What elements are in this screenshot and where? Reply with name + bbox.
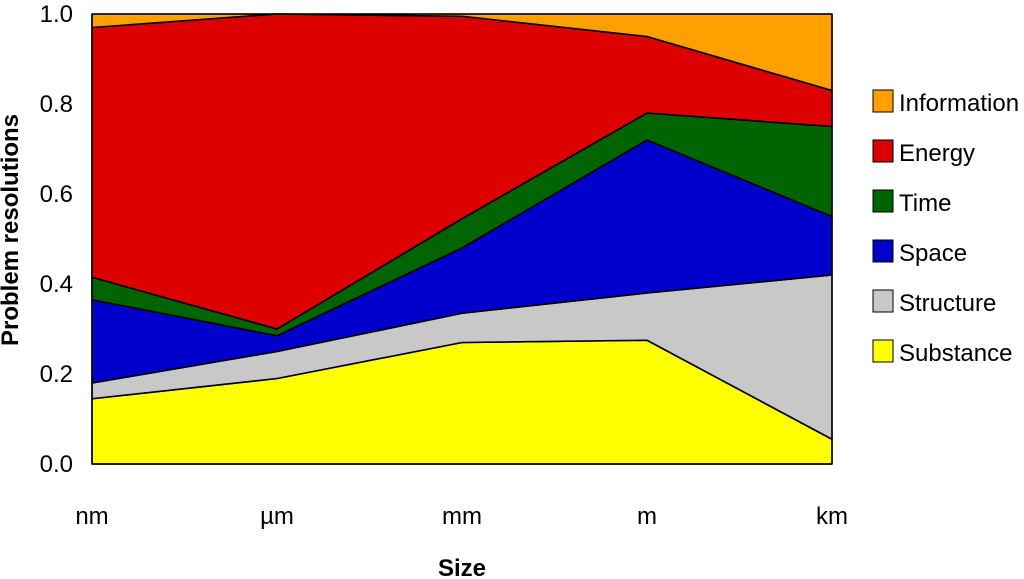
x-tick-label: km	[816, 503, 848, 530]
legend: Information Energy Time Space Structure Subst…	[872, 89, 1019, 367]
y-tick-label: 0.6	[40, 181, 73, 208]
x-tick-label: mm	[442, 503, 482, 530]
legend-label: Space	[899, 240, 967, 267]
legend-swatch	[872, 339, 894, 363]
y-axis-title: Problem resolutions	[0, 114, 24, 346]
axes-layer	[91, 13, 833, 465]
ticks-layer: 0.00.20.40.60.81.0nm µm mm m km	[40, 1, 848, 530]
legend-item-energy: Energy	[872, 139, 975, 167]
y-tick-label: 0.4	[40, 271, 73, 298]
legend-label: Energy	[899, 140, 975, 167]
legend-swatch	[872, 239, 894, 263]
areas-layer	[91, 13, 833, 465]
y-tick-label: 1.0	[40, 1, 73, 28]
legend-item-structure: Structure	[872, 289, 996, 317]
legend-item-information: Information	[872, 89, 1019, 117]
x-tick-label: m	[637, 503, 657, 530]
x-tick-label: µm	[260, 503, 294, 530]
legend-swatch	[872, 189, 894, 213]
legend-swatch	[872, 89, 894, 113]
legend-item-substance: Substance	[872, 339, 1012, 367]
legend-label: Structure	[899, 290, 996, 317]
y-tick-label: 0.0	[40, 451, 73, 478]
legend-label: Information	[899, 90, 1019, 117]
y-tick-label: 0.8	[40, 91, 73, 118]
legend-item-time: Time	[872, 189, 951, 217]
legend-swatch	[872, 289, 894, 313]
x-tick-label: nm	[75, 503, 108, 530]
legend-swatch	[872, 139, 894, 163]
legend-label: Time	[899, 190, 951, 217]
legend-label: Substance	[899, 340, 1012, 367]
y-tick-label: 0.2	[40, 361, 73, 388]
legend-item-space: Space	[872, 239, 967, 267]
x-axis-title: Size	[438, 555, 486, 579]
